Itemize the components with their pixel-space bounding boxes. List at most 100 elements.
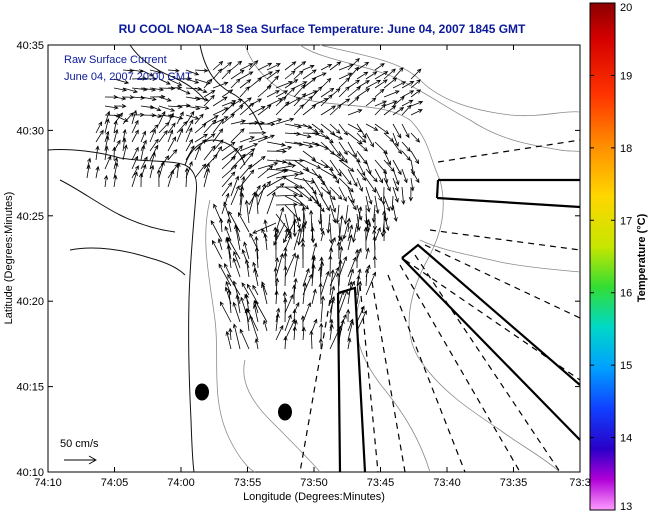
current-vector bbox=[335, 204, 340, 225]
colorbar-label: Temperature (°C) bbox=[636, 213, 648, 302]
current-vector bbox=[113, 162, 119, 179]
current-vector bbox=[392, 96, 405, 107]
current-vector bbox=[167, 149, 178, 161]
y-tick-label: 40:15 bbox=[16, 382, 44, 394]
current-vector bbox=[356, 80, 371, 89]
current-vector bbox=[338, 159, 355, 172]
current-vector bbox=[383, 213, 390, 232]
current-vector bbox=[275, 145, 293, 152]
current-vector bbox=[230, 185, 240, 206]
current-vector bbox=[210, 219, 223, 242]
x-tick-label: 73:45 bbox=[367, 477, 395, 489]
current-vector bbox=[275, 96, 287, 107]
current-vector bbox=[203, 167, 210, 188]
current-vector bbox=[239, 136, 255, 143]
current-vector bbox=[293, 132, 312, 139]
current-vector bbox=[346, 217, 352, 233]
current-vector bbox=[401, 104, 412, 116]
current-vector bbox=[113, 78, 130, 85]
current-vector bbox=[248, 106, 266, 116]
current-vector bbox=[104, 155, 112, 170]
current-vector bbox=[227, 288, 232, 314]
current-vector bbox=[113, 87, 128, 92]
current-vector bbox=[347, 168, 358, 188]
current-vector bbox=[284, 177, 304, 189]
current-vector bbox=[392, 204, 398, 223]
current-vector bbox=[203, 145, 216, 161]
current-vector bbox=[140, 163, 147, 179]
current-vector bbox=[383, 90, 400, 98]
current-vector bbox=[347, 79, 361, 89]
current-vector bbox=[338, 255, 348, 278]
current-vector bbox=[347, 224, 354, 242]
current-vector bbox=[203, 119, 217, 134]
current-vector bbox=[293, 61, 307, 71]
current-vector bbox=[347, 256, 357, 278]
current-vector bbox=[392, 132, 399, 147]
current-vector bbox=[113, 174, 118, 188]
current-vector bbox=[329, 123, 341, 134]
x-tick-label: 73:50 bbox=[300, 477, 328, 489]
current-vector bbox=[329, 61, 342, 71]
current-vector bbox=[266, 191, 276, 215]
current-vector bbox=[365, 221, 372, 242]
current-vector bbox=[263, 319, 268, 332]
current-vector bbox=[356, 132, 367, 144]
current-vector bbox=[372, 255, 377, 269]
current-vector bbox=[275, 206, 285, 233]
current-vector bbox=[246, 283, 259, 305]
current-vector bbox=[131, 129, 139, 143]
current-vector bbox=[263, 232, 268, 251]
colorbar bbox=[589, 2, 616, 511]
current-vector bbox=[284, 70, 296, 80]
current-vector bbox=[410, 168, 420, 184]
current-vector bbox=[356, 141, 368, 152]
x-tick-label: 73:35 bbox=[500, 477, 528, 489]
current-vector bbox=[347, 141, 357, 158]
current-vector bbox=[185, 138, 193, 152]
current-vector bbox=[383, 195, 391, 212]
current-vector bbox=[356, 177, 363, 193]
current-vector bbox=[194, 133, 208, 143]
current-vector bbox=[185, 119, 194, 134]
current-vector bbox=[158, 129, 168, 143]
current-vector bbox=[320, 63, 333, 71]
current-vector bbox=[320, 295, 325, 323]
current-vector bbox=[239, 152, 254, 170]
current-vector bbox=[382, 210, 387, 233]
current-vector bbox=[254, 300, 268, 323]
current-vector bbox=[194, 87, 208, 93]
current-vector bbox=[131, 165, 139, 179]
current-vector bbox=[338, 186, 347, 202]
current-vector bbox=[266, 183, 285, 197]
current-vector bbox=[266, 118, 283, 125]
current-vector bbox=[356, 123, 367, 139]
current-vector bbox=[221, 182, 233, 197]
current-vector bbox=[122, 112, 134, 125]
current-vector bbox=[252, 303, 259, 323]
current-vector bbox=[203, 94, 215, 107]
current-vector bbox=[234, 224, 241, 251]
current-vector bbox=[275, 312, 280, 332]
current-vector bbox=[292, 218, 297, 233]
current-vector bbox=[347, 337, 352, 350]
current-vector bbox=[131, 109, 137, 125]
current-vector bbox=[356, 309, 367, 332]
current-vectors bbox=[86, 57, 424, 350]
current-vector bbox=[232, 257, 241, 278]
current-vector bbox=[302, 69, 317, 80]
current-vector bbox=[392, 186, 399, 203]
current-vector bbox=[284, 61, 297, 71]
current-vector bbox=[284, 294, 294, 314]
current-vector bbox=[230, 69, 245, 80]
y-axis: 40:35 40:30 40:25 40:20 40:15 40:10 bbox=[16, 40, 580, 479]
current-vector bbox=[226, 244, 232, 269]
current-vector bbox=[230, 98, 243, 107]
current-vector bbox=[329, 323, 334, 341]
current-vector bbox=[284, 97, 301, 107]
current-vector bbox=[122, 144, 128, 161]
current-vector bbox=[212, 96, 228, 107]
current-vector bbox=[131, 119, 139, 134]
current-vector bbox=[343, 204, 349, 225]
